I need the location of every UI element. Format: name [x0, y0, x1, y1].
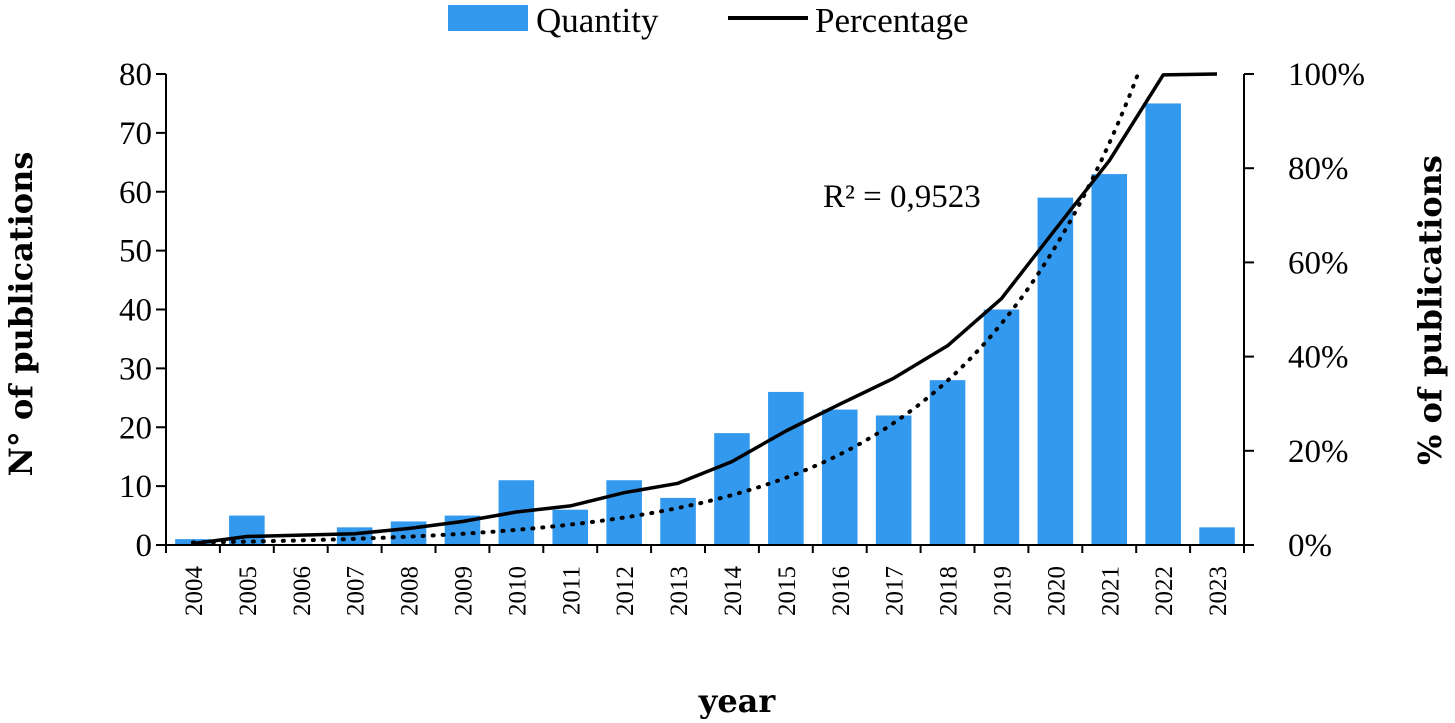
left-y-tick-label: 20 — [119, 410, 152, 446]
bar-2016 — [821, 409, 858, 545]
x-tick-label-2009: 2009 — [450, 566, 477, 616]
left-y-tick-label: 0 — [136, 528, 153, 564]
left-y-tick-label: 30 — [119, 351, 152, 387]
right-y-tick-label: 100% — [1288, 57, 1365, 93]
left-y-tick-label: 10 — [119, 469, 152, 505]
line-series-percentage — [192, 72, 1218, 546]
bar-2011 — [552, 509, 589, 545]
x-tick-label-2022: 2022 — [1151, 566, 1178, 616]
x-tick-label-2019: 2019 — [989, 566, 1016, 616]
r-squared-annotation: R² = 0,9523 — [823, 179, 981, 215]
bar-2015 — [768, 391, 804, 545]
left-y-tick-label: 40 — [119, 293, 152, 329]
left-y-tick-label: 50 — [119, 234, 152, 270]
x-tick-label-2013: 2013 — [666, 566, 693, 616]
bar-2023 — [1199, 527, 1235, 545]
right-y-tick-label: 60% — [1288, 245, 1349, 281]
x-tick-label-2011: 2011 — [558, 566, 585, 615]
bar-2007 — [336, 527, 373, 545]
x-tick-label-2007: 2007 — [343, 566, 370, 616]
right-y-tick-label: 80% — [1288, 151, 1349, 187]
x-tick-label-2008: 2008 — [397, 566, 424, 616]
left-y-tick-label: 60 — [119, 175, 152, 211]
bar-2021 — [1091, 174, 1128, 545]
x-tick-label-2017: 2017 — [882, 566, 909, 616]
x-tick-label-2023: 2023 — [1205, 566, 1232, 616]
legend-label-percentage: Percentage — [815, 1, 969, 40]
x-tick-label-2014: 2014 — [720, 566, 747, 617]
bar-2022 — [1145, 103, 1181, 545]
legend-swatch-quantity — [448, 5, 528, 31]
bar-2005 — [229, 515, 265, 545]
x-tick-label-2006: 2006 — [289, 566, 316, 616]
right-y-tick-label: 20% — [1288, 434, 1349, 470]
x-tick-label-2021: 2021 — [1097, 566, 1124, 616]
bar-2019 — [983, 309, 1020, 545]
x-ticks: 2004 2005 2006 2007 2008 2009 2010 2011 2012 2013… — [165, 545, 1245, 617]
left-y-ticks: 0 10 20 30 40 50 60 70 80 — [119, 57, 166, 564]
bar-2018 — [929, 380, 966, 545]
bar-series-quantity — [175, 103, 1235, 545]
x-tick-label-2012: 2012 — [612, 566, 639, 616]
left-y-tick-label: 70 — [119, 116, 152, 152]
x-tick-label-2015: 2015 — [774, 566, 801, 616]
x-tick-label-2010: 2010 — [504, 566, 531, 616]
x-tick-label-2005: 2005 — [235, 566, 262, 616]
right-y-tick-label: 40% — [1288, 340, 1349, 376]
bar-2008 — [390, 521, 427, 545]
x-axis-title: year — [698, 682, 777, 720]
x-tick-label-2004: 2004 — [181, 566, 208, 617]
bar-2017 — [875, 415, 912, 545]
left-y-axis-title: N° of publications — [2, 152, 40, 477]
left-y-tick-label: 80 — [119, 57, 152, 93]
x-tick-label-2018: 2018 — [936, 566, 963, 616]
legend: Quantity Percentage — [448, 1, 969, 40]
x-tick-label-2020: 2020 — [1043, 566, 1070, 616]
right-y-ticks: 0% 20% 40% 60% 80% 100% — [1244, 57, 1365, 564]
x-tick-label-2016: 2016 — [828, 566, 855, 616]
legend-label-quantity: Quantity — [536, 1, 659, 40]
bar-2014 — [714, 433, 750, 545]
bar-2020 — [1037, 197, 1074, 545]
right-y-tick-label: 0% — [1288, 528, 1332, 564]
right-y-axis-title: % of publications — [1411, 155, 1449, 465]
